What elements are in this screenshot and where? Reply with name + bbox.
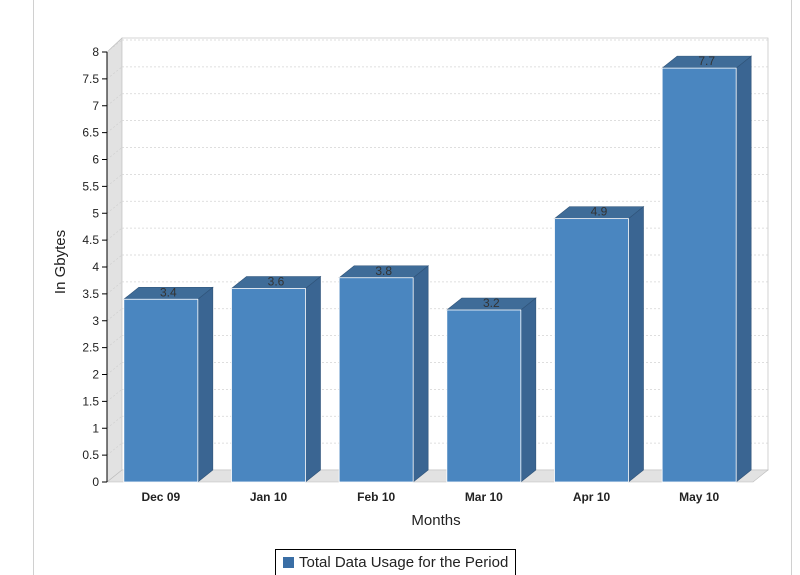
y-tick-label: 6 [92,153,99,167]
y-tick-label: 5 [92,206,99,220]
y-tick-label: 4 [92,260,99,274]
legend: Total Data Usage for the Period [275,549,517,575]
grid-line-wall [106,174,123,187]
bar: 4.9 [553,205,645,483]
grid-line-wall [106,66,123,80]
bar: 3.4 [122,285,214,483]
grid-line-wall [106,308,123,322]
y-tick-label: 4.5 [82,233,99,247]
bar-side [197,286,214,483]
bar: 3.6 [230,275,322,483]
x-tick-label: Apr 10 [573,490,611,504]
legend-swatch [283,557,294,568]
bar: 3.2 [445,296,537,483]
bar-side [305,275,321,483]
grid-line-wall [106,415,123,429]
y-tick-label: 7.5 [82,72,99,86]
x-axis-title: Months [411,512,460,529]
grid-line-wall [106,442,123,456]
data-label: 7.7 [698,54,715,68]
bar: 3.8 [338,264,430,483]
grid-line-wall [106,362,123,375]
y-tick-label: 0 [92,475,99,489]
y-tick-label: 2 [92,368,99,382]
bar-side [412,265,429,483]
bars: 3.4 3.6 3.8 3.2 4.9 7.7 [122,54,753,483]
y-tick-label: 7 [92,99,99,113]
y-tick-label: 8 [92,45,99,59]
bar-front [231,288,306,483]
grid-line-wall [106,254,123,268]
y-tick-label: 1 [92,421,99,435]
x-tick-label: Feb 10 [357,490,395,504]
data-label: 3.2 [483,296,500,310]
y-axis-title: In Gbytes [52,230,69,294]
grid-line-wall [106,335,123,348]
y-tick-label: 2.5 [82,341,99,355]
bar-front [554,218,629,483]
y-tick-label: 3.5 [82,287,99,301]
left-wall [106,37,123,483]
data-label: 3.4 [160,285,177,299]
y-tick-label: 5.5 [82,179,99,193]
y-tick-label: 0.5 [82,448,99,462]
grid-line-wall [106,200,123,214]
data-label: 4.9 [591,205,608,219]
x-tick-label: Dec 09 [141,490,180,504]
bar-front [661,67,737,483]
grid-line-wall [106,39,123,53]
grid-line-wall [106,93,123,107]
grid-lines [106,39,768,456]
data-label: 3.6 [268,275,285,289]
x-tick-label: Mar 10 [465,490,503,504]
legend-label: Total Data Usage for the Period [299,554,509,571]
bar-front [123,298,199,483]
y-tick-label: 1.5 [82,394,99,408]
y-tick-label: 6.5 [82,126,99,140]
x-axis: Dec 09 Jan 10 Feb 10 Mar 10 Apr 10 May 10 [141,490,719,504]
grid-line-wall [106,147,123,160]
bar-front [446,309,522,483]
grid-line-wall [106,281,123,295]
bar-front [338,277,414,483]
x-tick-label: May 10 [679,490,719,504]
bar: 7.7 [661,54,753,483]
bar-side [520,297,537,483]
x-tick-label: Jan 10 [250,490,288,504]
y-axis: 0 0.5 1 1.5 2 2.5 3 3.5 4 4.5 5 5.5 6 6.5 7 7.5 8 [82,45,108,489]
y-tick-label: 3 [92,314,99,328]
bar-side [628,206,644,483]
grid-line-wall [106,389,123,402]
grid-line-wall [106,120,123,133]
bar-side [735,55,752,483]
data-label: 3.8 [375,264,392,278]
grid-line-wall [106,227,123,241]
